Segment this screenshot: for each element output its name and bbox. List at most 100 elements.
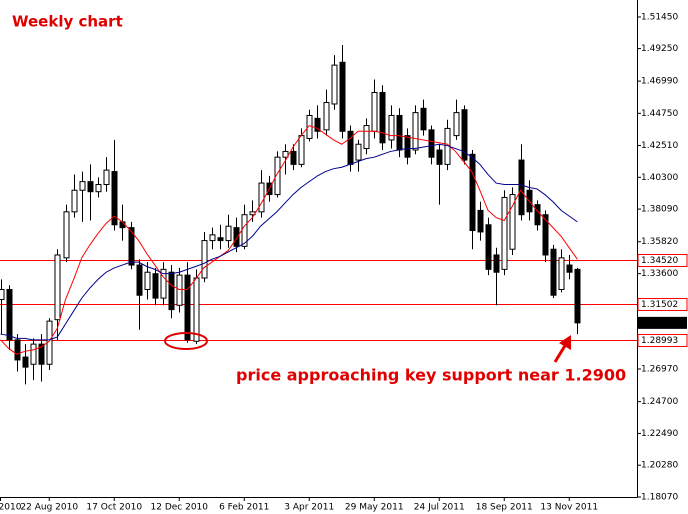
candle <box>501 190 508 276</box>
candle-body <box>176 274 183 306</box>
moving-average <box>0 124 578 355</box>
candle <box>184 262 191 343</box>
candle-body <box>550 248 557 296</box>
candle-body <box>412 112 419 151</box>
candle-body <box>420 107 427 131</box>
candle <box>87 164 94 221</box>
candle <box>14 334 21 372</box>
candle-body <box>379 91 386 144</box>
candle-body <box>574 268 581 324</box>
candle-body <box>290 150 297 165</box>
candle-body <box>71 189 78 213</box>
candle <box>160 262 167 306</box>
candle <box>136 259 143 330</box>
candle-body <box>217 237 224 242</box>
candle <box>209 227 216 250</box>
plot-area <box>0 45 637 385</box>
candle <box>38 334 45 382</box>
y-tick-label: 1.20280 <box>641 461 678 471</box>
candle <box>355 139 362 172</box>
candle-body <box>233 227 240 247</box>
x-tick-label: 24 Jul 2011 <box>414 503 465 513</box>
candle <box>428 125 435 165</box>
candle-body <box>404 135 411 158</box>
level-label: 1.28993 <box>641 336 678 346</box>
candle-body <box>6 288 13 341</box>
candle <box>339 45 346 139</box>
candle-body <box>323 102 330 131</box>
candle-body <box>485 224 492 270</box>
candle-body <box>282 150 289 158</box>
moving-average <box>0 143 578 341</box>
x-tick-label: 29 May 2011 <box>345 503 404 513</box>
candle-body <box>152 273 159 299</box>
candle <box>388 105 395 149</box>
candle-body <box>160 268 167 299</box>
chart-title: Weekly chart <box>12 13 123 31</box>
arrow-shaft <box>553 343 568 363</box>
candle <box>518 144 525 221</box>
candle-body <box>314 117 321 132</box>
candle-body <box>0 288 5 301</box>
candle <box>331 55 338 110</box>
candle-body <box>566 264 573 273</box>
support-circle <box>164 332 208 350</box>
candle-body <box>436 149 443 165</box>
candle-body <box>558 257 565 290</box>
candle-body <box>225 225 232 242</box>
candle-body <box>193 277 200 342</box>
candle <box>574 267 581 335</box>
candle-body <box>339 61 346 132</box>
candle <box>282 144 289 175</box>
current-price-label: 1.30179 <box>641 318 678 328</box>
x-tick-label: 3 Apr 2011 <box>284 503 334 513</box>
current-price-box <box>638 316 687 329</box>
y-tick-label: 1.18070 <box>641 493 678 503</box>
candle <box>453 99 460 140</box>
y-tick-label: 1.40300 <box>641 173 678 183</box>
y-tick-label: 1.26970 <box>641 365 678 375</box>
candle-body <box>509 194 516 250</box>
candle <box>290 144 297 171</box>
candle-body <box>469 153 476 232</box>
candle-body <box>14 339 21 361</box>
candle <box>63 204 70 263</box>
candle-body <box>258 182 265 213</box>
candle <box>404 128 411 165</box>
y-tick-label: 1.46990 <box>641 77 678 87</box>
y-tick-label: 1.49250 <box>641 44 678 54</box>
candle-body <box>396 114 403 151</box>
x-tick-label: 17 Oct 2010 <box>86 503 142 513</box>
candle <box>363 118 370 155</box>
candle-body <box>119 221 126 229</box>
x-tick-label: 2010 <box>0 503 22 513</box>
candle <box>469 149 476 250</box>
candle <box>0 279 5 335</box>
candle-body <box>22 356 29 368</box>
candle-body <box>201 240 208 279</box>
candle <box>103 157 110 192</box>
x-tick-label: 12 Dec 2010 <box>151 503 209 513</box>
candle <box>71 174 78 218</box>
candle-body <box>128 227 135 266</box>
candle <box>128 221 135 270</box>
candle <box>111 139 118 231</box>
y-tick-label: 1.33600 <box>641 269 678 279</box>
y-tick-label: 1.38090 <box>641 205 678 215</box>
candle <box>436 144 443 205</box>
candle-body <box>355 143 362 161</box>
candle-body <box>371 91 378 132</box>
candle <box>176 267 183 313</box>
candle-body <box>136 264 143 296</box>
candle-body <box>428 129 435 158</box>
candle-body <box>542 214 549 256</box>
candle-body <box>298 135 305 165</box>
candle <box>534 200 541 231</box>
y-tick-label: 1.35820 <box>641 237 678 247</box>
candle <box>493 247 500 306</box>
candle-body <box>184 274 191 341</box>
candle <box>54 249 61 340</box>
candle <box>144 262 151 300</box>
y-tick-label: 1.51450 <box>641 12 678 22</box>
candle-body <box>363 125 370 150</box>
